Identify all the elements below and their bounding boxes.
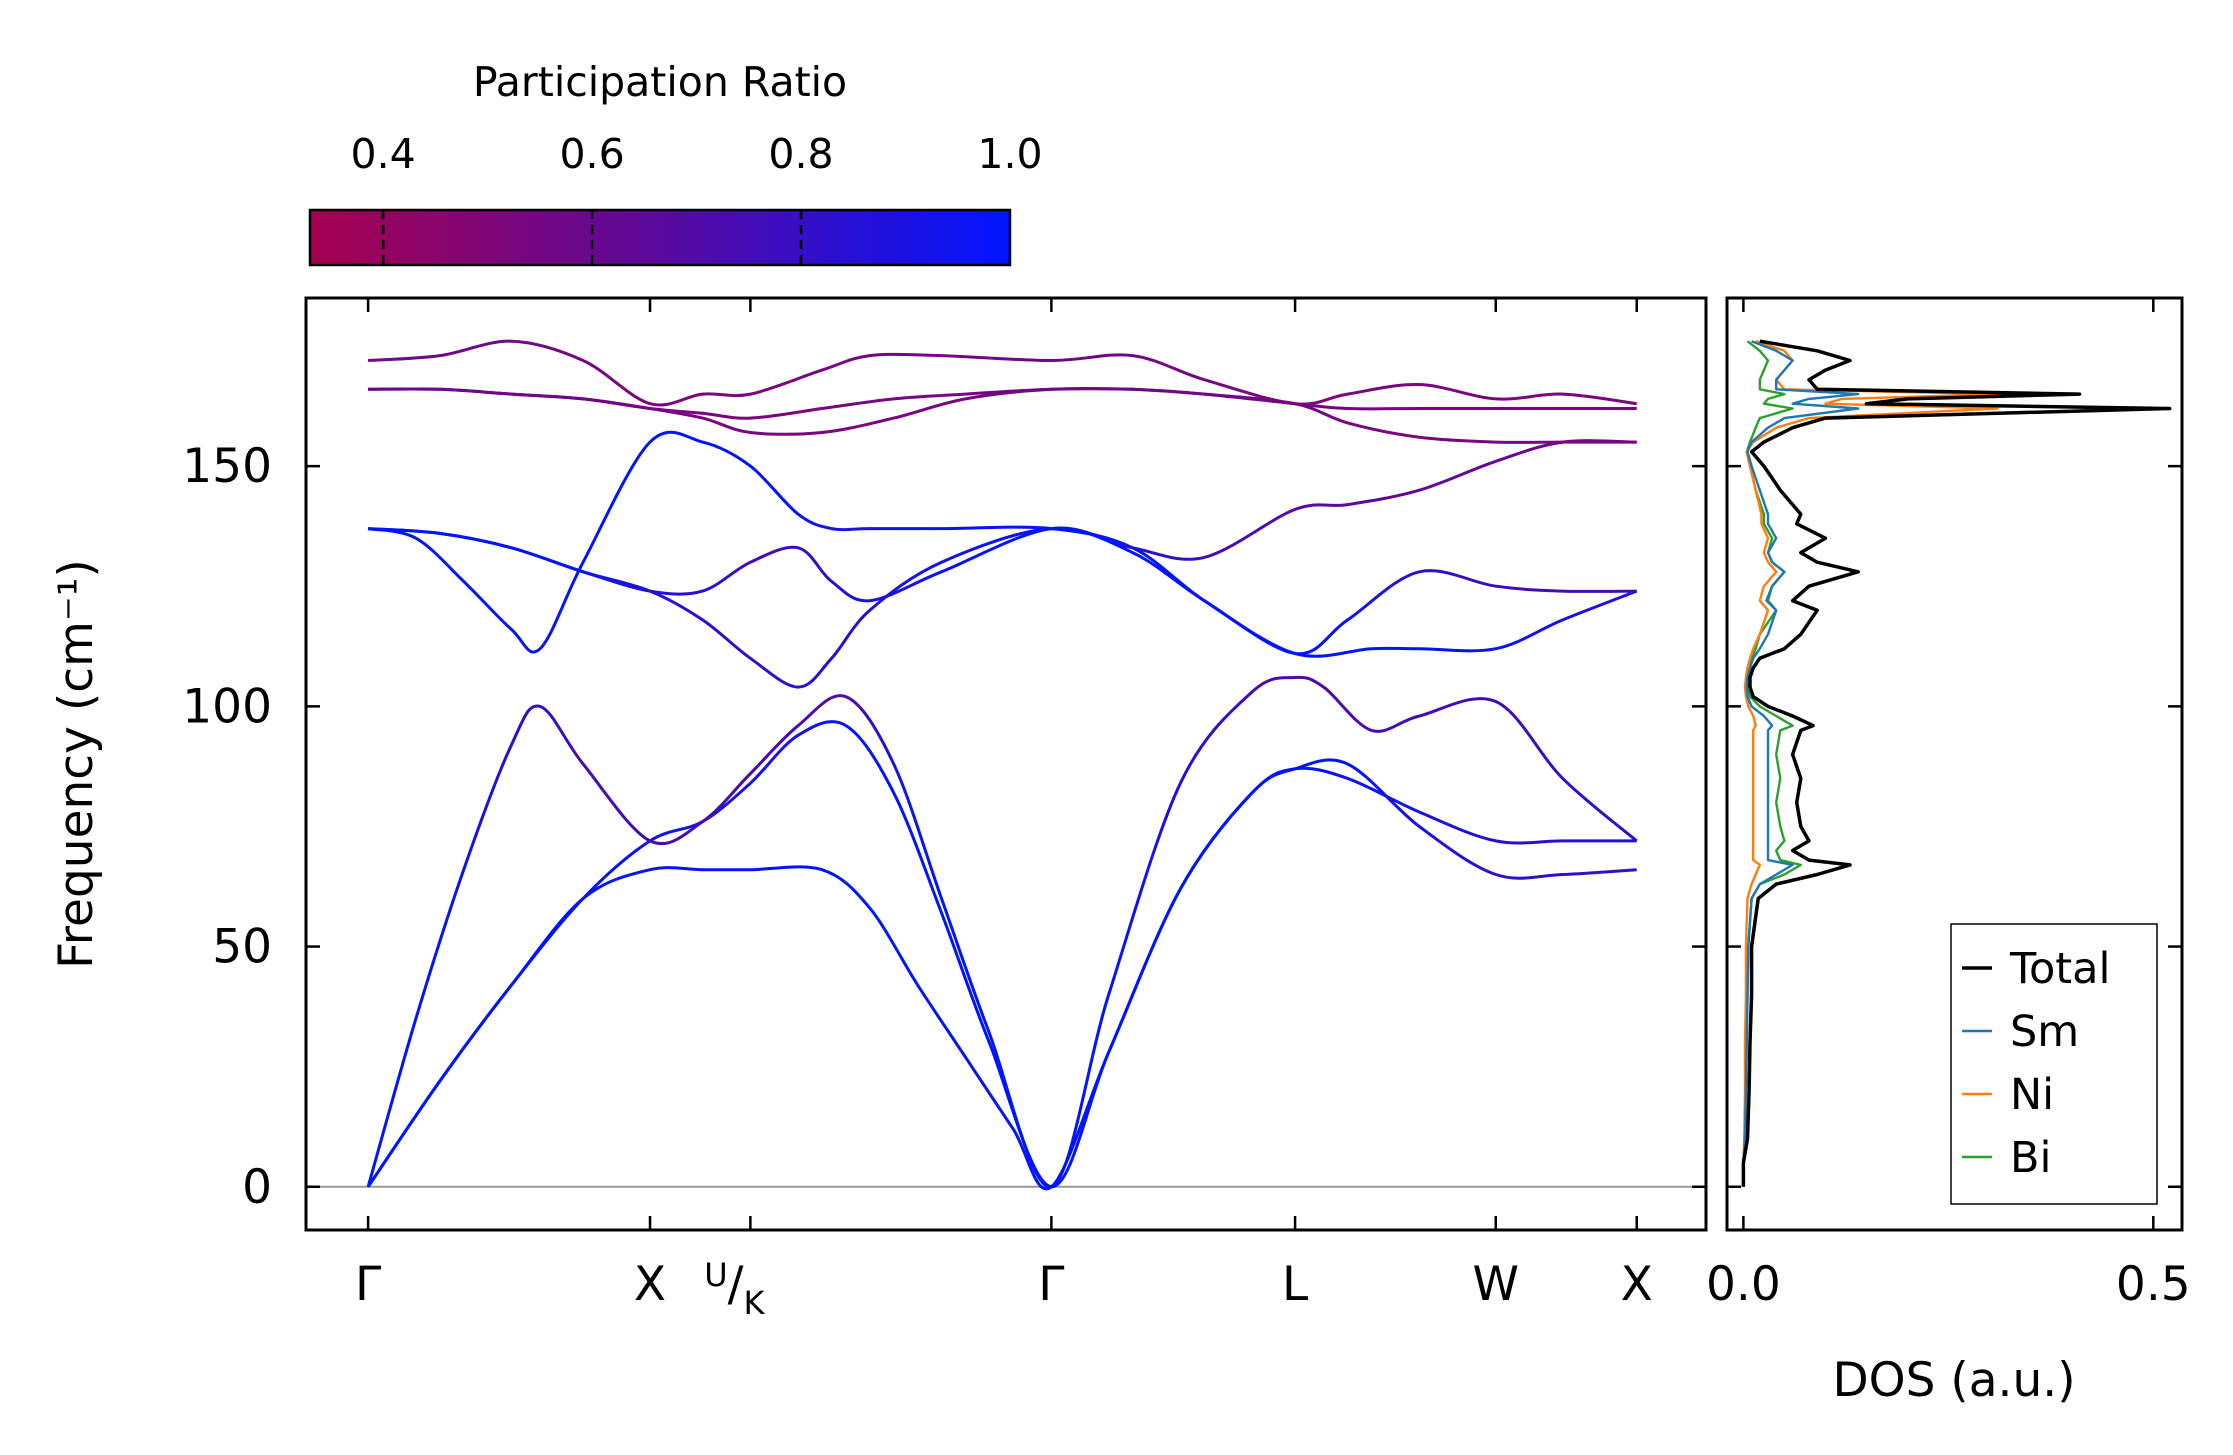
- colorbar-gradient: [308, 208, 1012, 267]
- dos-series-ni: [1742, 340, 1999, 1187]
- branch-acoustic-2: [366, 758, 1637, 1191]
- branch-acoustic-3: [366, 675, 1638, 1189]
- x-tick-label: X: [634, 1257, 666, 1312]
- colorbar: Participation Ratio 0.4 0.6 0.8 1.0: [308, 58, 1043, 267]
- dos-frame: [1725, 296, 2184, 1232]
- x-tick-label: W: [1473, 1257, 1519, 1312]
- colorbar-tick-label: 0.4: [351, 130, 416, 178]
- branch-optical-3: [368, 527, 1637, 689]
- branch-optical-1: [367, 430, 1638, 658]
- x-tick-label: L: [1282, 1257, 1308, 1312]
- y-tick-label: 50: [212, 920, 272, 975]
- dos-series-sm: [1742, 340, 1860, 1187]
- dos-x-tick-label: 0.5: [2116, 1257, 2191, 1312]
- branch-optical-6: [368, 339, 1637, 407]
- legend-label-bi: Bi: [2010, 1133, 2051, 1183]
- x-tick-label: X: [1621, 1257, 1653, 1312]
- dispersion-frame: [304, 296, 1708, 1232]
- y-tick-label: 150: [182, 439, 272, 494]
- colorbar-tick-label: 0.6: [559, 130, 624, 178]
- dos-panel: 0.0 0.5 DOS (a.u.) Total Sm Ni Bi: [1706, 296, 2191, 1408]
- colorbar-tick-label: 0.8: [768, 130, 833, 178]
- y-tick-label: 100: [182, 679, 272, 734]
- branch-acoustic-1: [366, 720, 1637, 1189]
- x-tick-label: Γ: [1038, 1257, 1064, 1312]
- dispersion-panel: 0 50 100 150 Γ X U/K Γ L W X Frequency (cm⁻¹): [49, 296, 1708, 1322]
- legend-label-total: Total: [2009, 944, 2110, 994]
- dos-x-axis-label: DOS (a.u.): [1832, 1353, 2075, 1408]
- legend-label-ni: Ni: [2010, 1070, 2054, 1120]
- y-axis-label: Frequency (cm⁻¹): [49, 559, 104, 969]
- dos-x-tick-label: 0.0: [1706, 1257, 1781, 1312]
- x-tick-label: Γ: [355, 1257, 381, 1312]
- branch-optical-5: [368, 387, 1637, 420]
- colorbar-tick-label: 1.0: [977, 130, 1042, 178]
- x-tick-label-UK: U/K: [704, 1256, 765, 1322]
- colorbar-title: Participation Ratio: [473, 58, 847, 106]
- dos-series-total: [1741, 339, 2172, 1187]
- y-tick-label: 0: [242, 1160, 272, 1215]
- dos-legend: Total Sm Ni Bi: [1950, 923, 2158, 1205]
- branch-optical-2: [368, 439, 1637, 603]
- legend-label-sm: Sm: [2010, 1007, 2079, 1057]
- dos-series-bi: [1742, 340, 1802, 1187]
